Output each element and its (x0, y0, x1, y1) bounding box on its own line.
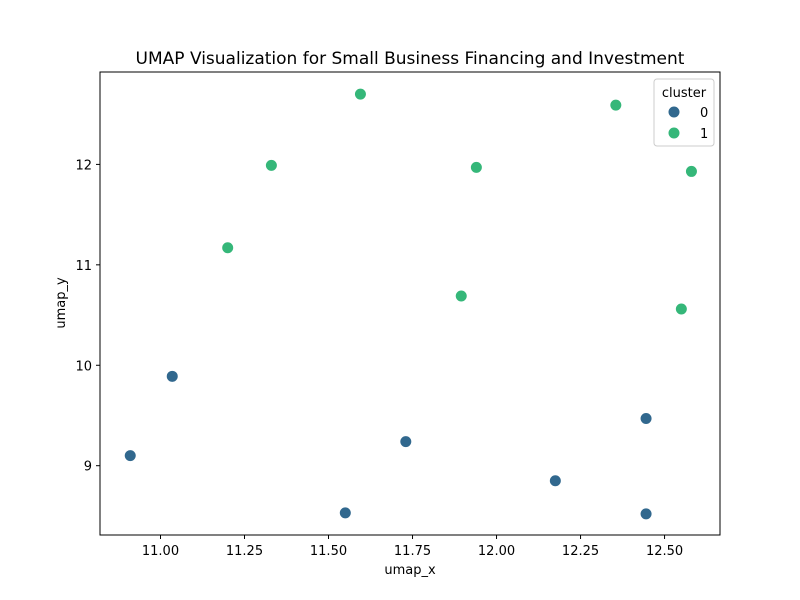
y-tick-label: 11 (75, 259, 92, 274)
legend-marker-1 (667, 126, 681, 140)
y-tick-label: 10 (75, 359, 92, 374)
data-point-cluster-0 (123, 449, 137, 463)
x-tick-label: 12.00 (478, 544, 515, 559)
data-point-cluster-1 (684, 164, 698, 178)
data-points (123, 87, 698, 521)
data-point-cluster-1 (454, 289, 468, 303)
x-axis: 11.00 11.25 11.50 11.75 12.00 12.25 12.50 (142, 535, 683, 559)
legend-title: cluster (662, 86, 707, 101)
x-tick-label: 11.00 (142, 544, 179, 559)
legend-marker-0 (667, 105, 681, 119)
y-axis: 9 10 11 12 (75, 158, 100, 475)
x-tick-label: 12.25 (562, 544, 599, 559)
y-tick-label: 12 (75, 158, 92, 173)
chart-title: UMAP Visualization for Small Business Fi… (136, 49, 685, 69)
y-tick-label: 9 (84, 460, 92, 475)
data-point-cluster-0 (639, 411, 653, 425)
data-point-cluster-1 (469, 160, 483, 174)
x-tick-label: 11.75 (394, 544, 431, 559)
data-point-cluster-1 (674, 302, 688, 316)
data-point-cluster-0 (548, 474, 562, 488)
legend-label-0: 0 (700, 106, 708, 121)
legend: cluster 0 1 (653, 78, 715, 147)
data-point-cluster-1 (264, 158, 278, 172)
x-tick-label: 11.25 (226, 544, 263, 559)
y-axis-label: umap_y (54, 277, 69, 329)
plot-area (99, 71, 721, 536)
data-point-cluster-0 (165, 369, 179, 383)
data-point-cluster-1 (353, 87, 367, 101)
legend-label-1: 1 (700, 127, 708, 142)
data-point-cluster-1 (221, 241, 235, 255)
x-tick-label: 12.50 (646, 544, 683, 559)
data-point-cluster-0 (399, 435, 413, 449)
data-point-cluster-0 (639, 507, 653, 521)
data-point-cluster-0 (338, 506, 352, 520)
x-tick-label: 11.50 (310, 544, 347, 559)
plot-frame (99, 71, 721, 536)
x-axis-label: umap_x (384, 563, 436, 578)
data-point-cluster-1 (609, 98, 623, 112)
